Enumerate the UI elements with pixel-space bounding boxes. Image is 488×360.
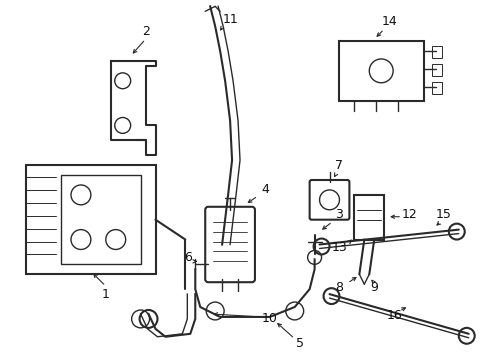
Text: 2: 2 (142, 24, 149, 38)
Text: 14: 14 (381, 15, 396, 28)
Text: 12: 12 (400, 208, 416, 221)
Text: 11: 11 (222, 13, 238, 26)
Text: 16: 16 (386, 310, 401, 323)
Text: 9: 9 (369, 281, 377, 294)
Text: 3: 3 (335, 208, 343, 221)
Text: 13: 13 (331, 241, 346, 254)
Text: 1: 1 (102, 288, 109, 301)
Text: 15: 15 (435, 208, 451, 221)
Text: 7: 7 (335, 159, 343, 172)
Text: 6: 6 (184, 251, 192, 264)
Text: 10: 10 (262, 312, 277, 325)
Text: 5: 5 (295, 337, 303, 350)
Text: 8: 8 (335, 281, 343, 294)
Text: 4: 4 (261, 184, 268, 197)
